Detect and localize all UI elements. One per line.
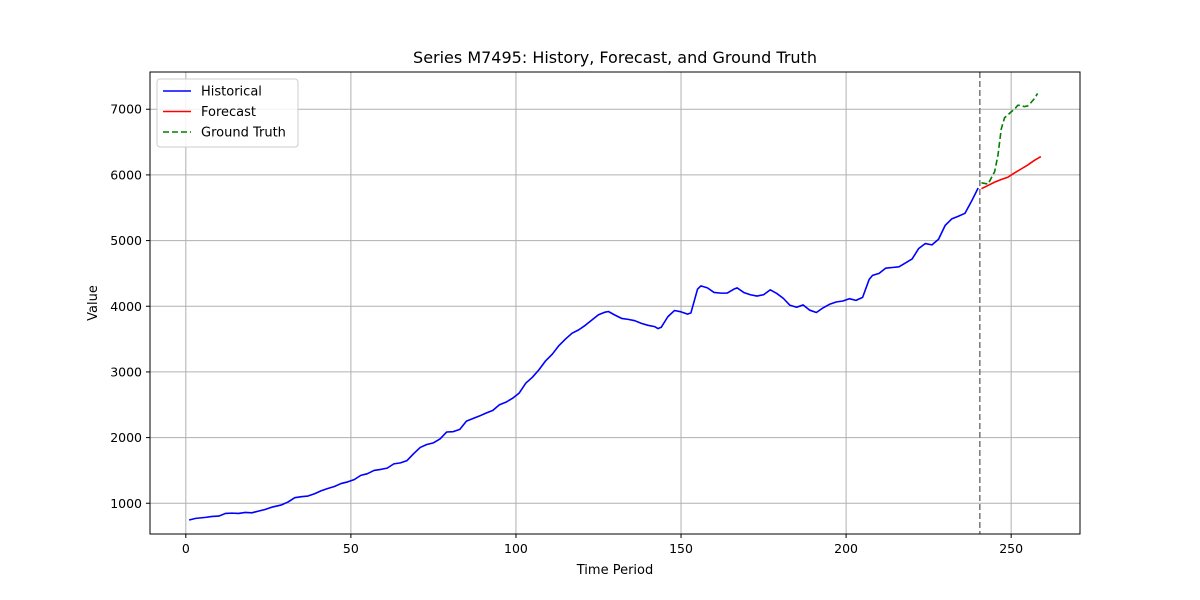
- y-tick-label: 5000: [110, 233, 142, 248]
- x-tick-label: 50: [343, 541, 359, 556]
- y-axis-label: Value: [86, 285, 101, 321]
- y-tick-label: 7000: [110, 102, 142, 117]
- legend: Historical Forecast Ground Truth: [156, 78, 299, 148]
- legend-label-ground-truth: Ground Truth: [201, 126, 286, 141]
- chart-title: Series M7495: History, Forecast, and Gro…: [413, 48, 817, 67]
- plot-lines: [188, 72, 1042, 534]
- x-tick-label: 150: [669, 541, 693, 556]
- x-tick-label: 200: [834, 541, 858, 556]
- y-tick-label: 3000: [110, 364, 142, 379]
- legend-label-forecast: Forecast: [201, 105, 256, 120]
- plot-frame: [149, 71, 1081, 535]
- y-tick-label: 2000: [110, 430, 142, 445]
- legend-box: [156, 78, 299, 148]
- y-tick-label: 1000: [110, 496, 142, 511]
- x-tick-label: 0: [182, 541, 190, 556]
- x-tick-label: 100: [504, 541, 528, 556]
- y-tick-label: 6000: [110, 167, 142, 182]
- axis-ticks: 0 50 100 150 200 250 1000 2000 3000 4000 5000 6000 7…: [110, 102, 1023, 556]
- legend-label-historical: Historical: [201, 85, 262, 100]
- x-tick-label: 250: [999, 541, 1023, 556]
- y-tick-label: 4000: [110, 299, 142, 314]
- historical-line: [188, 187, 979, 521]
- x-axis-label: Time Period: [576, 563, 653, 578]
- grid: [150, 72, 1080, 534]
- forecast-line: [981, 155, 1042, 190]
